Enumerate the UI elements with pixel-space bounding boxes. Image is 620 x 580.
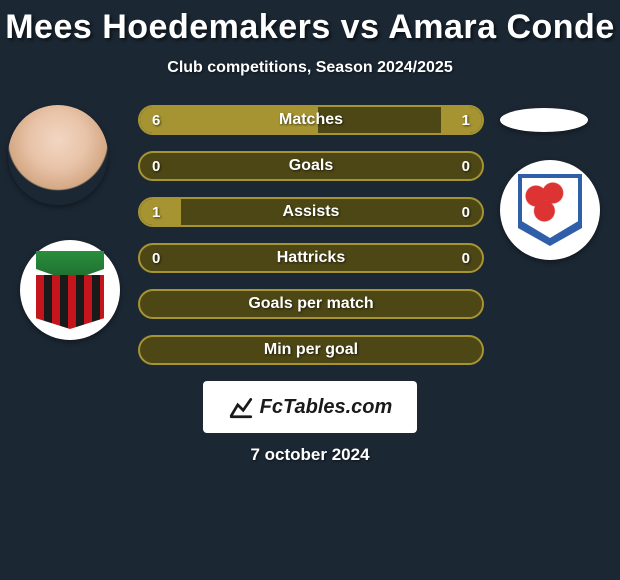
stat-row: Matches6 1: [138, 105, 484, 135]
chart-icon: [228, 394, 254, 420]
stat-label: Min per goal: [140, 337, 482, 363]
stat-row: Assists1 0: [138, 197, 484, 227]
stat-value-left: 0: [152, 245, 160, 271]
stat-row: Goals per match: [138, 289, 484, 319]
player-right-avatar: [500, 108, 588, 132]
page-subtitle: Club competitions, Season 2024/2025: [0, 59, 620, 77]
stat-value-right: 0: [462, 153, 470, 179]
comparison-area: Matches61Goals00Assists10Hattricks00Goal…: [0, 105, 620, 365]
stat-value-right: 0: [462, 199, 470, 225]
page-title: Mees Hoedemakers vs Amara Conde: [0, 0, 620, 47]
stat-value-right: 1: [462, 107, 470, 133]
stat-value-left: 1: [152, 199, 160, 225]
footer-date: 7 october 2024: [0, 445, 620, 465]
stat-value-left: 6: [152, 107, 160, 133]
nec-badge-icon: [36, 251, 104, 329]
player-left-club-badge: [20, 240, 120, 340]
player-right-club-badge: [500, 160, 600, 260]
stat-label: Matches: [140, 107, 482, 133]
stat-rows: Matches61Goals00Assists10Hattricks00Goal…: [138, 105, 484, 365]
stat-label: Assists: [140, 199, 482, 225]
heerenveen-badge-icon: [518, 174, 582, 246]
stat-label: Hattricks: [140, 245, 482, 271]
stat-label: Goals: [140, 153, 482, 179]
player-left-avatar: [8, 105, 108, 205]
stat-label: Goals per match: [140, 291, 482, 317]
brand-logo: FcTables.com: [203, 381, 417, 433]
stat-value-right: 0: [462, 245, 470, 271]
stat-value-left: 0: [152, 153, 160, 179]
stat-row: Min per goal: [138, 335, 484, 365]
brand-text: FcTables.com: [260, 396, 393, 419]
stat-row: Hattricks0 0: [138, 243, 484, 273]
stat-row: Goals0 0: [138, 151, 484, 181]
